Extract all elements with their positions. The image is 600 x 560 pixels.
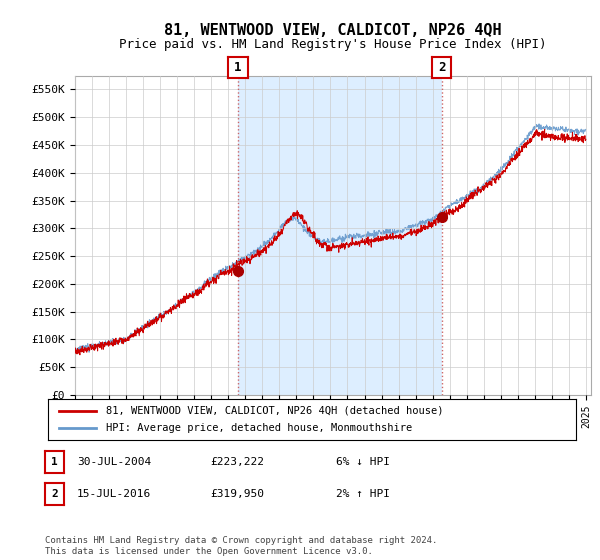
Text: 6% ↓ HPI: 6% ↓ HPI: [336, 457, 390, 467]
Text: 1: 1: [234, 61, 242, 74]
Text: Price paid vs. HM Land Registry's House Price Index (HPI): Price paid vs. HM Land Registry's House …: [119, 38, 547, 51]
Text: £319,950: £319,950: [210, 489, 264, 499]
Text: 81, WENTWOOD VIEW, CALDICOT, NP26 4QH: 81, WENTWOOD VIEW, CALDICOT, NP26 4QH: [164, 23, 502, 38]
Text: 2: 2: [438, 61, 446, 74]
Text: 15-JUL-2016: 15-JUL-2016: [77, 489, 151, 499]
Text: 2: 2: [51, 489, 58, 499]
Bar: [238, 76, 442, 395]
Text: Contains HM Land Registry data © Crown copyright and database right 2024.
This d: Contains HM Land Registry data © Crown c…: [45, 536, 437, 556]
Text: £223,222: £223,222: [210, 457, 264, 467]
Text: 2% ↑ HPI: 2% ↑ HPI: [336, 489, 390, 499]
Text: 30-JUL-2004: 30-JUL-2004: [77, 457, 151, 467]
Text: 81, WENTWOOD VIEW, CALDICOT, NP26 4QH (detached house): 81, WENTWOOD VIEW, CALDICOT, NP26 4QH (d…: [106, 405, 443, 416]
Text: HPI: Average price, detached house, Monmouthshire: HPI: Average price, detached house, Monm…: [106, 423, 412, 433]
Text: 1: 1: [51, 457, 58, 467]
